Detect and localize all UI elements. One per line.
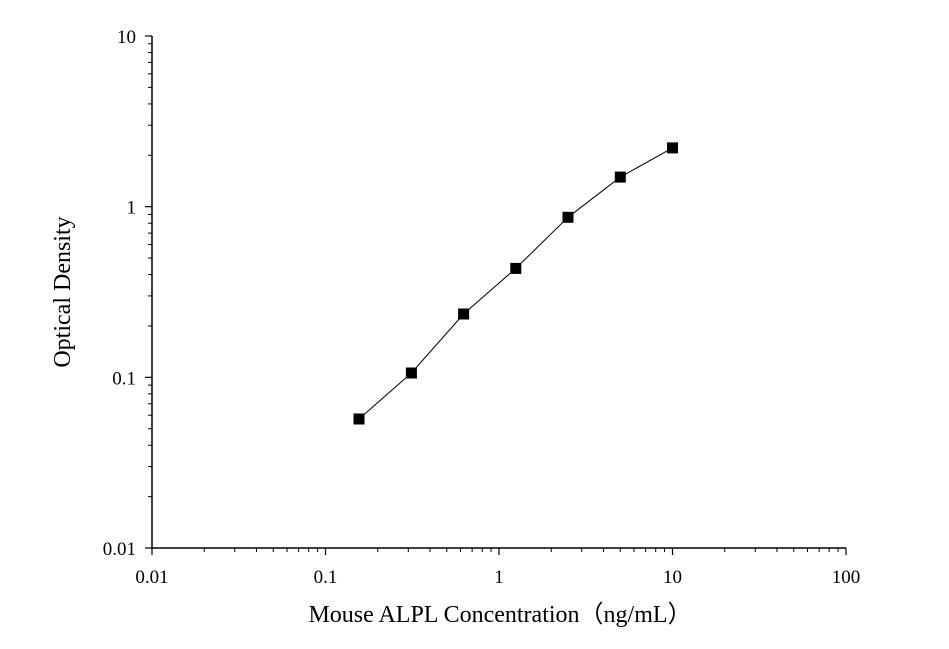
data-point-marker (458, 308, 470, 320)
y-tick-label: 10 (117, 27, 136, 48)
data-point-marker (405, 367, 417, 379)
data-point-marker (510, 262, 522, 274)
x-tick-label: 0.1 (314, 567, 338, 588)
x-tick-label: 0.01 (135, 567, 168, 588)
x-tick-label: 1 (494, 567, 504, 588)
x-tick-label: 100 (832, 567, 861, 588)
data-point-marker (562, 211, 574, 223)
data-point-marker (353, 413, 365, 425)
y-tick-label: 0.1 (112, 368, 136, 389)
y-tick-label: 0.01 (103, 539, 136, 560)
y-axis-title: Optical Density (50, 216, 76, 367)
data-point-marker (667, 142, 678, 154)
data-point-marker (614, 171, 626, 183)
x-tick-label: 10 (663, 567, 682, 588)
series-markers (353, 142, 678, 425)
x-axis-title: Mouse ALPL Concentration（ng/mL） (308, 602, 691, 628)
y-tick-label: 1 (127, 198, 137, 219)
axes: 0.01 0.1 1 10 100 0.01 0.1 1 10 (103, 27, 861, 588)
